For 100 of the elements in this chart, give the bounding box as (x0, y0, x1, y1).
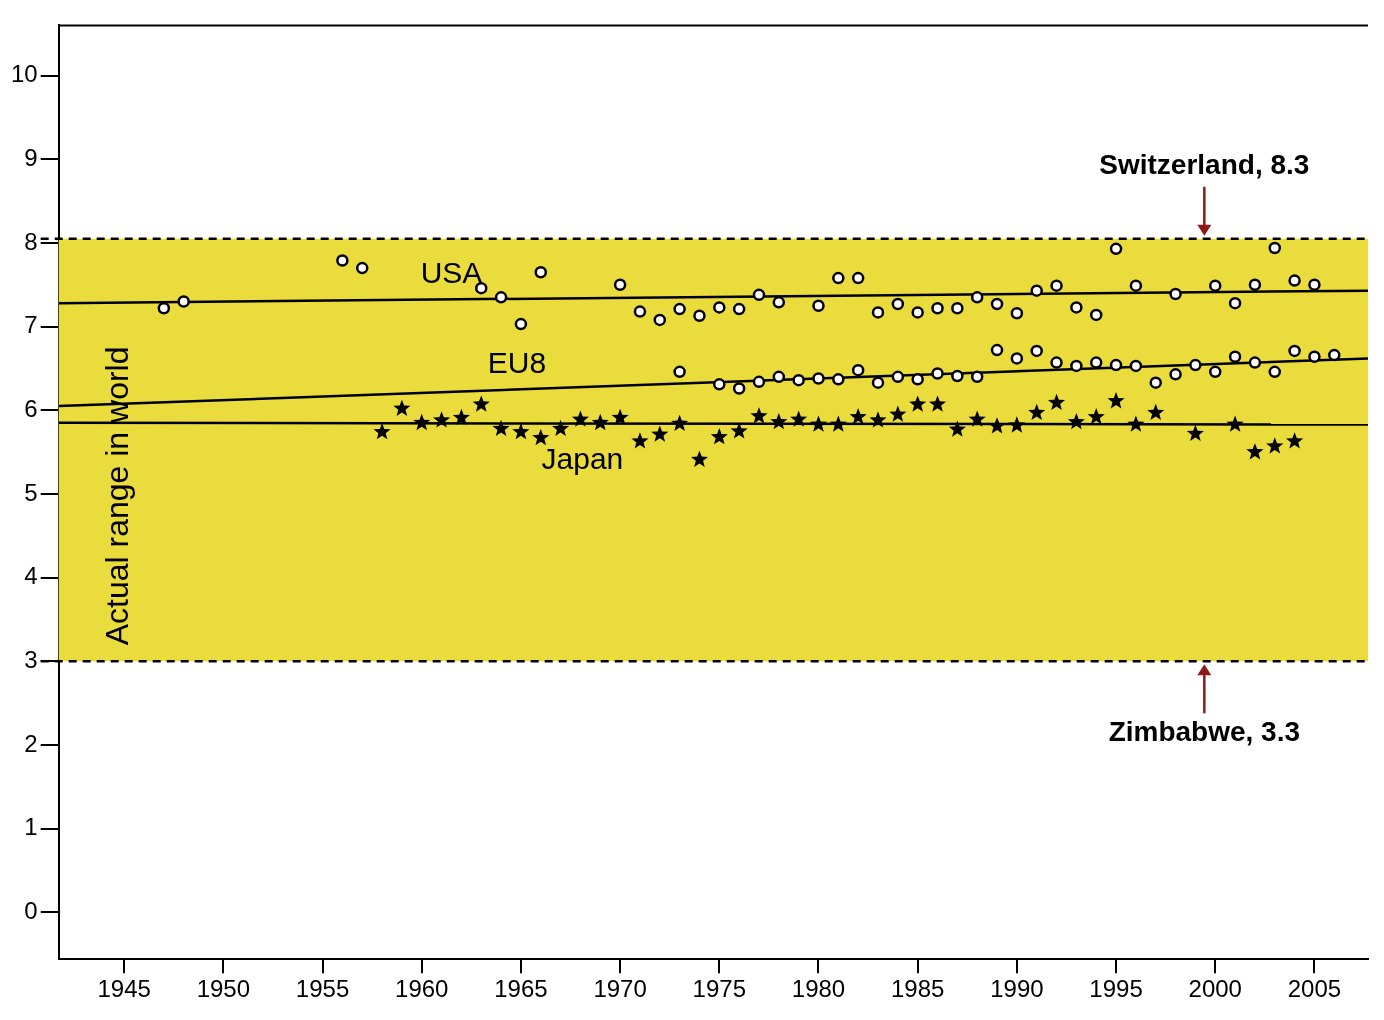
point (671, 414, 689, 431)
point (990, 297, 1004, 311)
point (1226, 415, 1244, 432)
x-tick-label: 1995 (1089, 975, 1143, 1003)
point (970, 291, 984, 304)
point (336, 254, 349, 267)
point (1070, 359, 1083, 373)
point (990, 343, 1004, 357)
point (591, 413, 609, 431)
point (651, 425, 669, 442)
point (613, 278, 627, 292)
y-tick-label: 3 (24, 645, 38, 673)
point (951, 301, 964, 315)
y-tick-label: 9 (24, 143, 38, 171)
point (713, 378, 726, 391)
ref-line-label: Switzerland, 8.3 (1099, 149, 1310, 181)
series-label: USA (420, 255, 483, 289)
y-tick-label: 2 (24, 729, 38, 757)
point (1070, 301, 1083, 314)
point (571, 410, 589, 427)
point (752, 375, 766, 389)
ref-line-label: Zimbabwe, 3.3 (1108, 716, 1301, 748)
point (1127, 415, 1145, 432)
point (1149, 376, 1162, 389)
point (891, 297, 905, 311)
point (849, 407, 867, 425)
point (871, 306, 885, 319)
point (1328, 348, 1341, 362)
x-tick-label: 1950 (196, 975, 251, 1003)
point (1246, 443, 1264, 460)
point (770, 413, 788, 430)
point (1286, 432, 1304, 449)
point (1248, 278, 1262, 292)
x-tick-label: 1990 (990, 975, 1044, 1003)
point (474, 281, 488, 295)
point (1089, 356, 1103, 369)
point (909, 395, 927, 412)
y-tick-label: 5 (24, 478, 38, 506)
point (829, 415, 847, 432)
y-tick-label: 1 (24, 813, 38, 841)
point (812, 299, 825, 312)
y-tick-label: 0 (24, 896, 38, 924)
point (911, 373, 924, 386)
point (1228, 350, 1242, 363)
point (1268, 241, 1282, 255)
point (472, 395, 490, 412)
point (1209, 279, 1222, 292)
point (673, 302, 686, 316)
point (713, 301, 726, 314)
point (633, 305, 647, 318)
point (373, 423, 391, 440)
point (1050, 279, 1063, 292)
point (1248, 356, 1262, 369)
point (433, 411, 451, 428)
point (911, 306, 924, 319)
point (1288, 274, 1301, 287)
point (1107, 392, 1125, 409)
band-label: Actual range in world (98, 346, 135, 646)
point (157, 301, 171, 315)
point (1209, 365, 1222, 379)
point (832, 271, 845, 285)
point (673, 365, 686, 379)
point (869, 411, 887, 428)
series-label: EU8 (487, 345, 547, 379)
point (1010, 352, 1024, 365)
point (1268, 365, 1282, 379)
x-tick-label: 1970 (593, 975, 647, 1003)
series-label: Japan (541, 441, 624, 475)
point (832, 373, 845, 386)
point (752, 288, 766, 302)
point (1067, 413, 1085, 430)
x-tick-label: 1985 (890, 975, 945, 1003)
y-tick-label: 10 (10, 60, 38, 88)
point (812, 372, 825, 385)
point (732, 302, 746, 316)
point (552, 419, 570, 436)
point (611, 408, 629, 426)
point (951, 369, 964, 383)
point (514, 317, 528, 331)
point (790, 410, 808, 427)
point (512, 423, 530, 440)
point (413, 413, 431, 431)
x-tick-label: 1975 (692, 975, 746, 1003)
point (492, 419, 510, 436)
point (1030, 284, 1043, 297)
point (534, 265, 548, 279)
point (1109, 358, 1123, 372)
point (1147, 403, 1165, 421)
y-tick-label: 4 (24, 562, 38, 590)
point (532, 428, 550, 446)
point (631, 432, 649, 449)
point (1189, 358, 1202, 372)
point (750, 407, 768, 424)
point (1010, 306, 1024, 320)
point (931, 367, 944, 380)
point (1028, 403, 1046, 421)
point (1308, 278, 1321, 292)
point (494, 291, 508, 304)
point (730, 422, 748, 439)
x-tick-label: 1965 (494, 975, 548, 1003)
